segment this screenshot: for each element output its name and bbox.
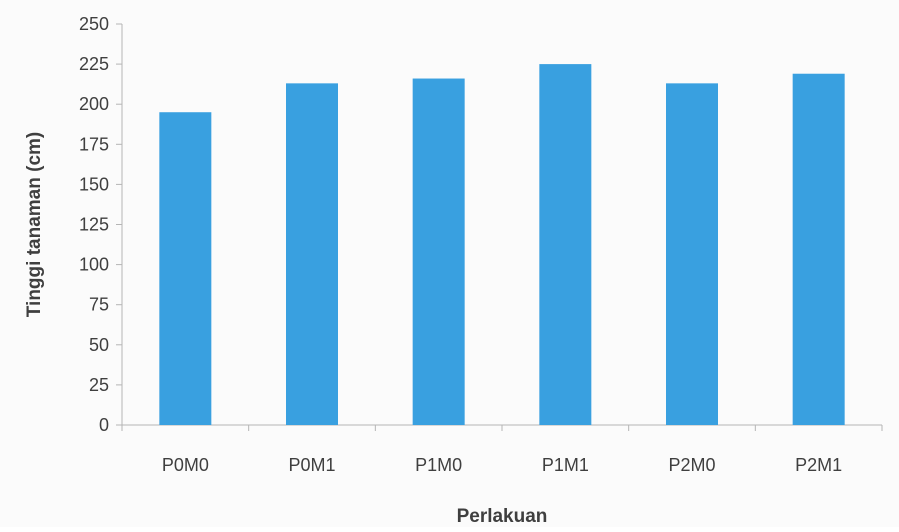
y-tick-label: 25 — [89, 375, 109, 395]
x-tick-label: P2M0 — [668, 455, 715, 475]
bar-p1m1 — [539, 64, 592, 425]
y-tick-label: 150 — [79, 174, 109, 194]
y-tick-label: 50 — [89, 335, 109, 355]
x-tick-label: P0M1 — [288, 455, 335, 475]
x-tick-label: P0M0 — [162, 455, 209, 475]
x-tick-label: P2M1 — [795, 455, 842, 475]
y-axis-label: Tinggi tanaman (cm) — [24, 132, 45, 317]
y-tick-label: 250 — [79, 14, 109, 34]
x-tick-label: P1M0 — [415, 455, 462, 475]
y-tick-label: 125 — [79, 215, 109, 235]
bar-p1m0 — [412, 78, 465, 425]
y-tick-label: 200 — [79, 94, 109, 114]
y-tick-label: 0 — [99, 415, 109, 435]
x-tick-label: P1M1 — [542, 455, 589, 475]
y-tick-label: 100 — [79, 255, 109, 275]
y-axis-tick-labels: 0 25 50 75 100 125 150 175 200 225 250 — [79, 14, 122, 435]
x-axis-tick-labels: P0M0 P0M1 P1M0 P1M1 P2M0 P2M1 — [121, 425, 883, 475]
bar-p2m1 — [792, 73, 845, 425]
bar-p2m0 — [666, 83, 718, 426]
bar-p0m0 — [159, 112, 212, 425]
plot-area — [121, 24, 882, 426]
bar-p0m1 — [286, 83, 338, 426]
y-tick-label: 175 — [79, 134, 109, 154]
y-tick-label: 225 — [79, 54, 109, 74]
y-tick-label: 75 — [89, 295, 109, 315]
x-axis-label: Perlakuan — [457, 506, 548, 527]
